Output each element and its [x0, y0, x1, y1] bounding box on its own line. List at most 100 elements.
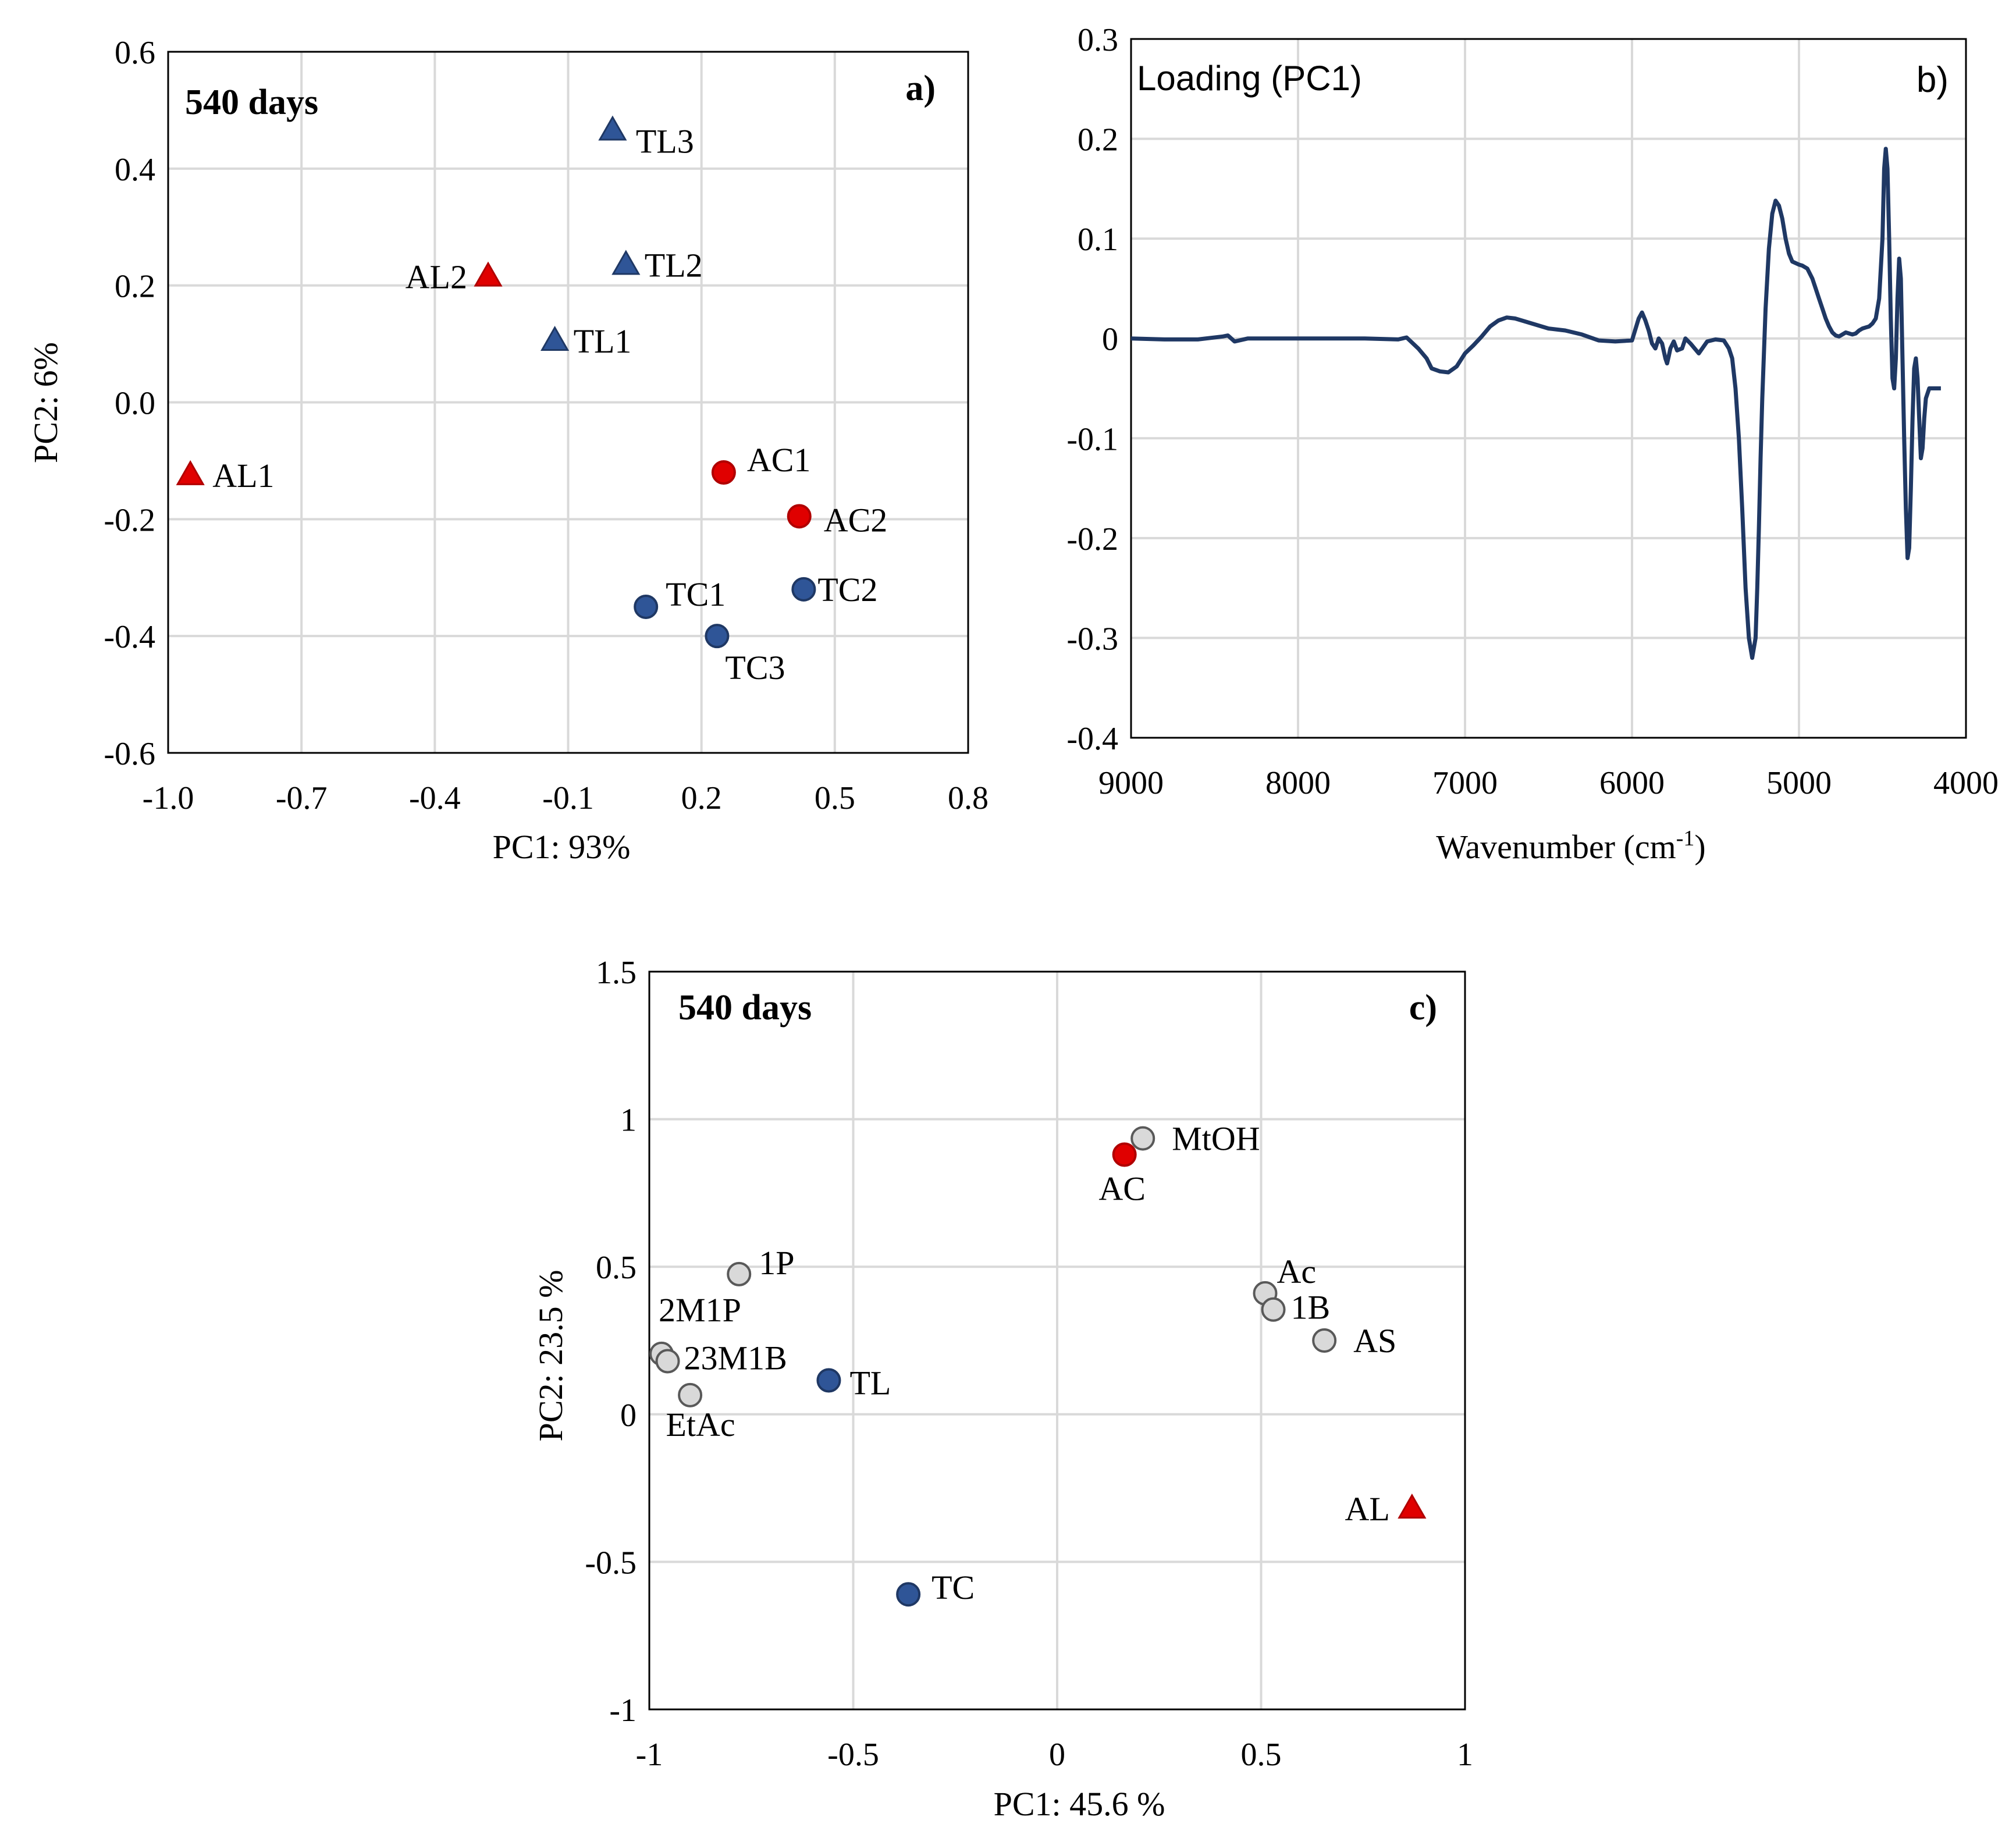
panel-a-point-label-al2: AL2: [406, 258, 467, 296]
panel-a-y-tick-label: -0.4: [104, 619, 155, 655]
panel-a-triangle-marker-tl3: [598, 115, 627, 141]
panel-c-point-label-2m1p: 2M1P: [659, 1291, 741, 1329]
panel-b-y-tick-label: -0.1: [1066, 421, 1118, 457]
panel-b-x-tick-label: 5000: [1766, 765, 1832, 801]
panel-b-x-tick-label: 4000: [1933, 765, 1999, 801]
panel-a-plot-frame: [167, 51, 969, 754]
panel-a-circle-marker-ac2: [787, 504, 812, 529]
panel-a-x-tick-label: -0.1: [542, 780, 594, 816]
panel-c-point-label-23m1b: 23M1B: [684, 1339, 787, 1377]
panel-a-grid: [168, 52, 968, 753]
panel-a-x-tick-labels: -1.0 -0.7 -0.4 -0.1 0.2 0.5 0.8: [143, 780, 989, 816]
panel-c-point-label-al: AL: [1345, 1490, 1390, 1528]
panel-c-panel-label: c): [1409, 988, 1437, 1028]
panel-c-point-label-1p: 1P: [759, 1244, 794, 1282]
panel-a-y-tick-label: 0.4: [115, 152, 155, 188]
panel-c-circle-marker-tc: [896, 1582, 921, 1607]
panel-a-panel-label: a): [905, 69, 936, 108]
panel-b-y-tick-labels: 0.3 0.2 0.1 0 -0.1 -0.2 -0.3 -0.4: [1066, 22, 1118, 757]
panel-c-point-label-ac: Ac: [1277, 1253, 1317, 1290]
panel-a-triangle-marker-al2: [474, 261, 503, 287]
panel-c-y-tick-label: -1: [609, 1693, 637, 1729]
panel-b-x-tick-label: 7000: [1432, 765, 1498, 801]
panel-a-triangle-marker-tl1: [540, 325, 570, 351]
panel-c-circle-marker-ac: [1112, 1142, 1137, 1167]
panel-a-point-label-ac1: AC1: [747, 441, 811, 479]
panel-a-point-label-tl1: TL1: [574, 322, 632, 360]
panel-b-y-tick-label: 0.3: [1078, 22, 1118, 58]
panel-c-y-tick-label: -0.5: [585, 1545, 637, 1581]
panel-b-y-tick-label: -0.4: [1066, 721, 1118, 757]
panel-a-x-tick-label: 0.5: [815, 780, 855, 816]
panel-a-circle-marker-tc1: [634, 594, 659, 619]
panel-a-point-label-tl3: TL3: [636, 123, 694, 161]
panel-b-grid: [1131, 39, 1966, 738]
panel-a-y-axis-title: PC2: 6%: [27, 342, 65, 463]
panel-a-point-label-tc2: TC2: [817, 571, 877, 609]
panel-a-y-tick-label: -0.6: [104, 736, 155, 772]
panel-c-x-tick-label: -1: [636, 1737, 663, 1773]
panel-c-point-label-tc: TC: [931, 1569, 975, 1606]
panel-b-x-axis-title-text: Wavenumber (cm: [1436, 828, 1676, 866]
panel-a-point-label-al1: AL1: [212, 457, 274, 495]
panel-a-y-tick-label: 0.6: [115, 35, 155, 71]
panel-a-triangle-marker-al1: [176, 460, 205, 485]
panel-c-point-label-ac: AC: [1098, 1169, 1146, 1207]
panel-a-y-tick-label: -0.2: [104, 502, 155, 538]
panel-c-x-tick-label: 0.5: [1241, 1737, 1282, 1773]
panel-b-loading-plot: 0.3 0.2 0.1 0 -0.1 -0.2 -0.3 -0.4 9000 8000 7000 6…: [1066, 22, 1999, 866]
panel-c-circle-marker-1p: [727, 1261, 752, 1286]
panel-b-y-tick-label: 0.2: [1078, 122, 1118, 158]
panel-b-x-axis-title: Wavenumber (cm-1): [1436, 826, 1705, 866]
panel-c-y-tick-labels: 1.5 1 0.5 0 -0.5 -1: [585, 955, 637, 1729]
panel-a-y-tick-label: 0.0: [115, 386, 155, 422]
panel-c-circle-marker-as: [1312, 1328, 1337, 1353]
panel-c-point-label-etac: EtAc: [666, 1406, 735, 1444]
panel-c-point-label-mtoh: MtOH: [1172, 1120, 1260, 1158]
panel-a-point-label-tc1: TC1: [666, 575, 726, 613]
panel-b-y-tick-label: -0.3: [1066, 621, 1118, 657]
panel-c-grid: [649, 972, 1465, 1709]
panel-c-y-tick-label: 1.5: [596, 955, 637, 991]
panel-c-x-tick-label: -0.5: [827, 1737, 879, 1773]
panel-c-point-label-tl: TL: [849, 1364, 891, 1402]
panel-c-point-label-1b: 1B: [1291, 1289, 1331, 1327]
panel-b-x-tick-labels: 9000 8000 7000 6000 5000 4000: [1098, 765, 1999, 801]
panel-c-x-tick-label: 0: [1049, 1737, 1065, 1773]
panel-c-annotation: 540 days: [678, 988, 812, 1028]
panel-a-x-tick-label: 0.2: [681, 780, 722, 816]
panel-b-panel-label: b): [1917, 60, 1949, 100]
panel-a-x-tick-label: -0.7: [276, 780, 328, 816]
panel-c-y-axis-title: PC2: 23.5 %: [532, 1270, 570, 1442]
panel-c-pc-scores-plot: 1.5 1 0.5 0 -0.5 -1 -1 -0.5 0 0.5 1 MtOH AC 1P 2M1P 2…: [532, 955, 1473, 1823]
panel-b-x-tick-label: 8000: [1265, 765, 1331, 801]
panel-c-triangle-marker-al: [1398, 1493, 1427, 1519]
panel-a-x-tick-label: -1.0: [143, 780, 194, 816]
panel-c-circle-marker-23m1b: [655, 1349, 680, 1374]
panel-b-plot-frame: [1130, 38, 1967, 739]
panel-c-y-tick-label: 1: [620, 1103, 637, 1139]
panel-a-y-tick-labels: 0.6 0.4 0.2 0.0 -0.2 -0.4 -0.6: [104, 35, 155, 772]
panel-b-x-axis-title-end: ): [1694, 828, 1705, 866]
panel-a-triangle-marker-tl2: [611, 250, 641, 275]
panel-c-circle-marker-tl: [816, 1368, 841, 1393]
panel-c-circle-marker-mtoh: [1130, 1126, 1155, 1151]
panel-a-point-label-tl2: TL2: [645, 247, 703, 285]
panel-b-x-tick-label: 9000: [1098, 765, 1164, 801]
panel-c-x-tick-labels: -1 -0.5 0 0.5 1: [636, 1737, 1473, 1773]
panel-a-point-label-ac2: AC2: [824, 501, 888, 539]
panel-b-y-tick-label: 0.1: [1078, 222, 1118, 258]
panel-b-y-tick-label: 0: [1102, 322, 1118, 358]
panel-a-x-tick-label: 0.8: [948, 780, 989, 816]
panel-a-pc-scores-plot: 0.6 0.4 0.2 0.0 -0.2 -0.4 -0.6 -1.0 -0.7 -0.4 -0.…: [27, 35, 989, 866]
panel-b-x-tick-label: 6000: [1599, 765, 1665, 801]
panel-b-y-tick-label: -0.2: [1066, 521, 1118, 557]
panel-c-plot-frame: [648, 970, 1466, 1711]
panel-c-y-tick-label: 0.5: [596, 1250, 637, 1286]
panel-b-x-axis-title-sup: -1: [1676, 826, 1695, 851]
panel-a-x-axis-title: PC1: 93%: [493, 828, 631, 866]
panel-a-y-tick-label: 0.2: [115, 269, 155, 305]
panel-c-x-axis-title: PC1: 45.6 %: [994, 1785, 1165, 1823]
panel-a-x-tick-label: -0.4: [409, 780, 461, 816]
